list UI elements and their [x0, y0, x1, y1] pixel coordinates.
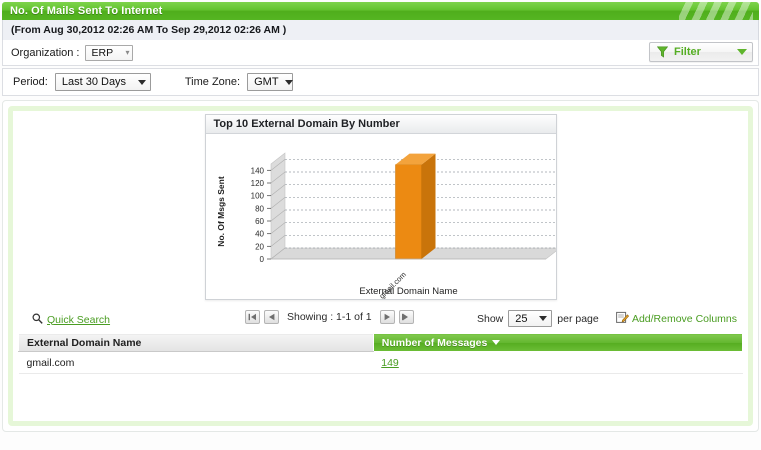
- chevron-down-icon: [539, 316, 548, 321]
- page-size-value: 25: [515, 312, 528, 325]
- timezone-select-value: GMT: [254, 76, 279, 88]
- cell-external-domain-name: gmail.com: [18, 351, 374, 374]
- last-page-icon[interactable]: [398, 310, 414, 324]
- period-label: Period:: [13, 76, 48, 88]
- content-panel-inner: Top 10 External Domain By Number 0 20 40 60…: [8, 106, 753, 426]
- timezone-label: Time Zone:: [184, 76, 241, 88]
- funnel-icon: [657, 46, 668, 58]
- column-header-label: External Domain Name: [27, 336, 142, 349]
- svg-text:0: 0: [259, 255, 264, 264]
- page-size-select[interactable]: 25: [508, 310, 553, 327]
- add-remove-columns-label: Add/Remove Columns: [631, 313, 737, 325]
- svg-text:40: 40: [255, 230, 264, 239]
- timezone-select[interactable]: GMT: [247, 73, 294, 91]
- svg-text:140: 140: [250, 166, 264, 175]
- svg-text:100: 100: [250, 192, 264, 201]
- date-range-text: (From Aug 30,2012 02:26 AM To Sep 29,201…: [11, 24, 287, 36]
- organization-select-value: ERP: [91, 46, 114, 59]
- organization-label: Organization :: [11, 46, 80, 59]
- first-page-icon[interactable]: [245, 310, 260, 324]
- column-header-external-domain-name[interactable]: External Domain Name: [18, 333, 374, 352]
- pagination-status: Showing : 1-1 of 1: [287, 311, 372, 323]
- page-title: No. Of Mails Sent To Internet: [10, 5, 163, 17]
- svg-text:20: 20: [255, 242, 264, 251]
- organization-row: Organization : ERP ▾ Filter: [2, 40, 759, 66]
- edit-columns-icon: [616, 311, 630, 327]
- results-table: External Domain Name Number of Messages …: [18, 333, 744, 374]
- chevron-down-icon: [284, 79, 293, 85]
- window-title-bar: No. Of Mails Sent To Internet: [2, 2, 759, 20]
- search-icon: [32, 313, 43, 327]
- filter-button[interactable]: Filter: [649, 42, 753, 62]
- page-size-control: Show 25 per page: [477, 310, 599, 327]
- chart-card-header: Top 10 External Domain By Number: [205, 115, 556, 134]
- organization-select[interactable]: ERP ▾: [85, 44, 134, 61]
- chart-title: Top 10 External Domain By Number: [213, 118, 400, 130]
- column-header-label: Number of Messages: [381, 336, 488, 349]
- show-label: Show: [477, 312, 504, 325]
- cell-number-of-messages: 149: [373, 351, 743, 374]
- column-header-number-of-messages[interactable]: Number of Messages: [372, 333, 744, 352]
- svg-text:120: 120: [250, 179, 264, 188]
- table-toolbar: Quick Search Showing : 1-1 of: [18, 309, 743, 330]
- period-select-value: Last 30 Days: [61, 76, 127, 88]
- svg-text:80: 80: [255, 204, 264, 213]
- chart-card: Top 10 External Domain By Number 0 20 40 60…: [204, 114, 561, 301]
- title-stripe-decoration: [679, 2, 753, 20]
- prev-page-icon[interactable]: [264, 310, 279, 324]
- filter-label: Filter: [674, 46, 701, 58]
- per-page-label: per page: [557, 312, 599, 325]
- period-row: Period: Last 30 Days Time Zone: GMT: [2, 68, 759, 96]
- date-range-strip: (From Aug 30,2012 02:26 AM To Sep 29,201…: [2, 20, 759, 40]
- table-header-row: External Domain Name Number of Messages: [18, 333, 744, 352]
- pagination-controls: Showing : 1-1 of 1: [245, 310, 414, 324]
- message-count-link[interactable]: 149: [381, 356, 399, 369]
- svg-text:External Domain Name: External Domain Name: [359, 286, 457, 297]
- chevron-down-icon: [137, 79, 146, 85]
- add-remove-columns-button[interactable]: Add/Remove Columns: [616, 311, 737, 327]
- table-row: gmail.com 149: [18, 351, 743, 374]
- chevron-down-icon: ▾: [125, 47, 130, 57]
- period-select[interactable]: Last 30 Days: [54, 73, 151, 91]
- sort-desc-icon: [492, 340, 501, 346]
- chart-canvas: 0 20 40 60 80 100 120 140 gmail.com No. Of Msgs S…: [206, 134, 561, 301]
- content-panel: Top 10 External Domain By Number 0 20 40 60…: [2, 100, 759, 432]
- next-page-icon[interactable]: [379, 310, 395, 324]
- svg-text:60: 60: [255, 217, 264, 226]
- quick-search-link[interactable]: Quick Search: [47, 313, 111, 326]
- svg-text:No. Of Msgs Sent: No. Of Msgs Sent: [216, 176, 226, 247]
- quick-search[interactable]: Quick Search: [18, 313, 110, 327]
- chevron-down-icon: [737, 49, 747, 55]
